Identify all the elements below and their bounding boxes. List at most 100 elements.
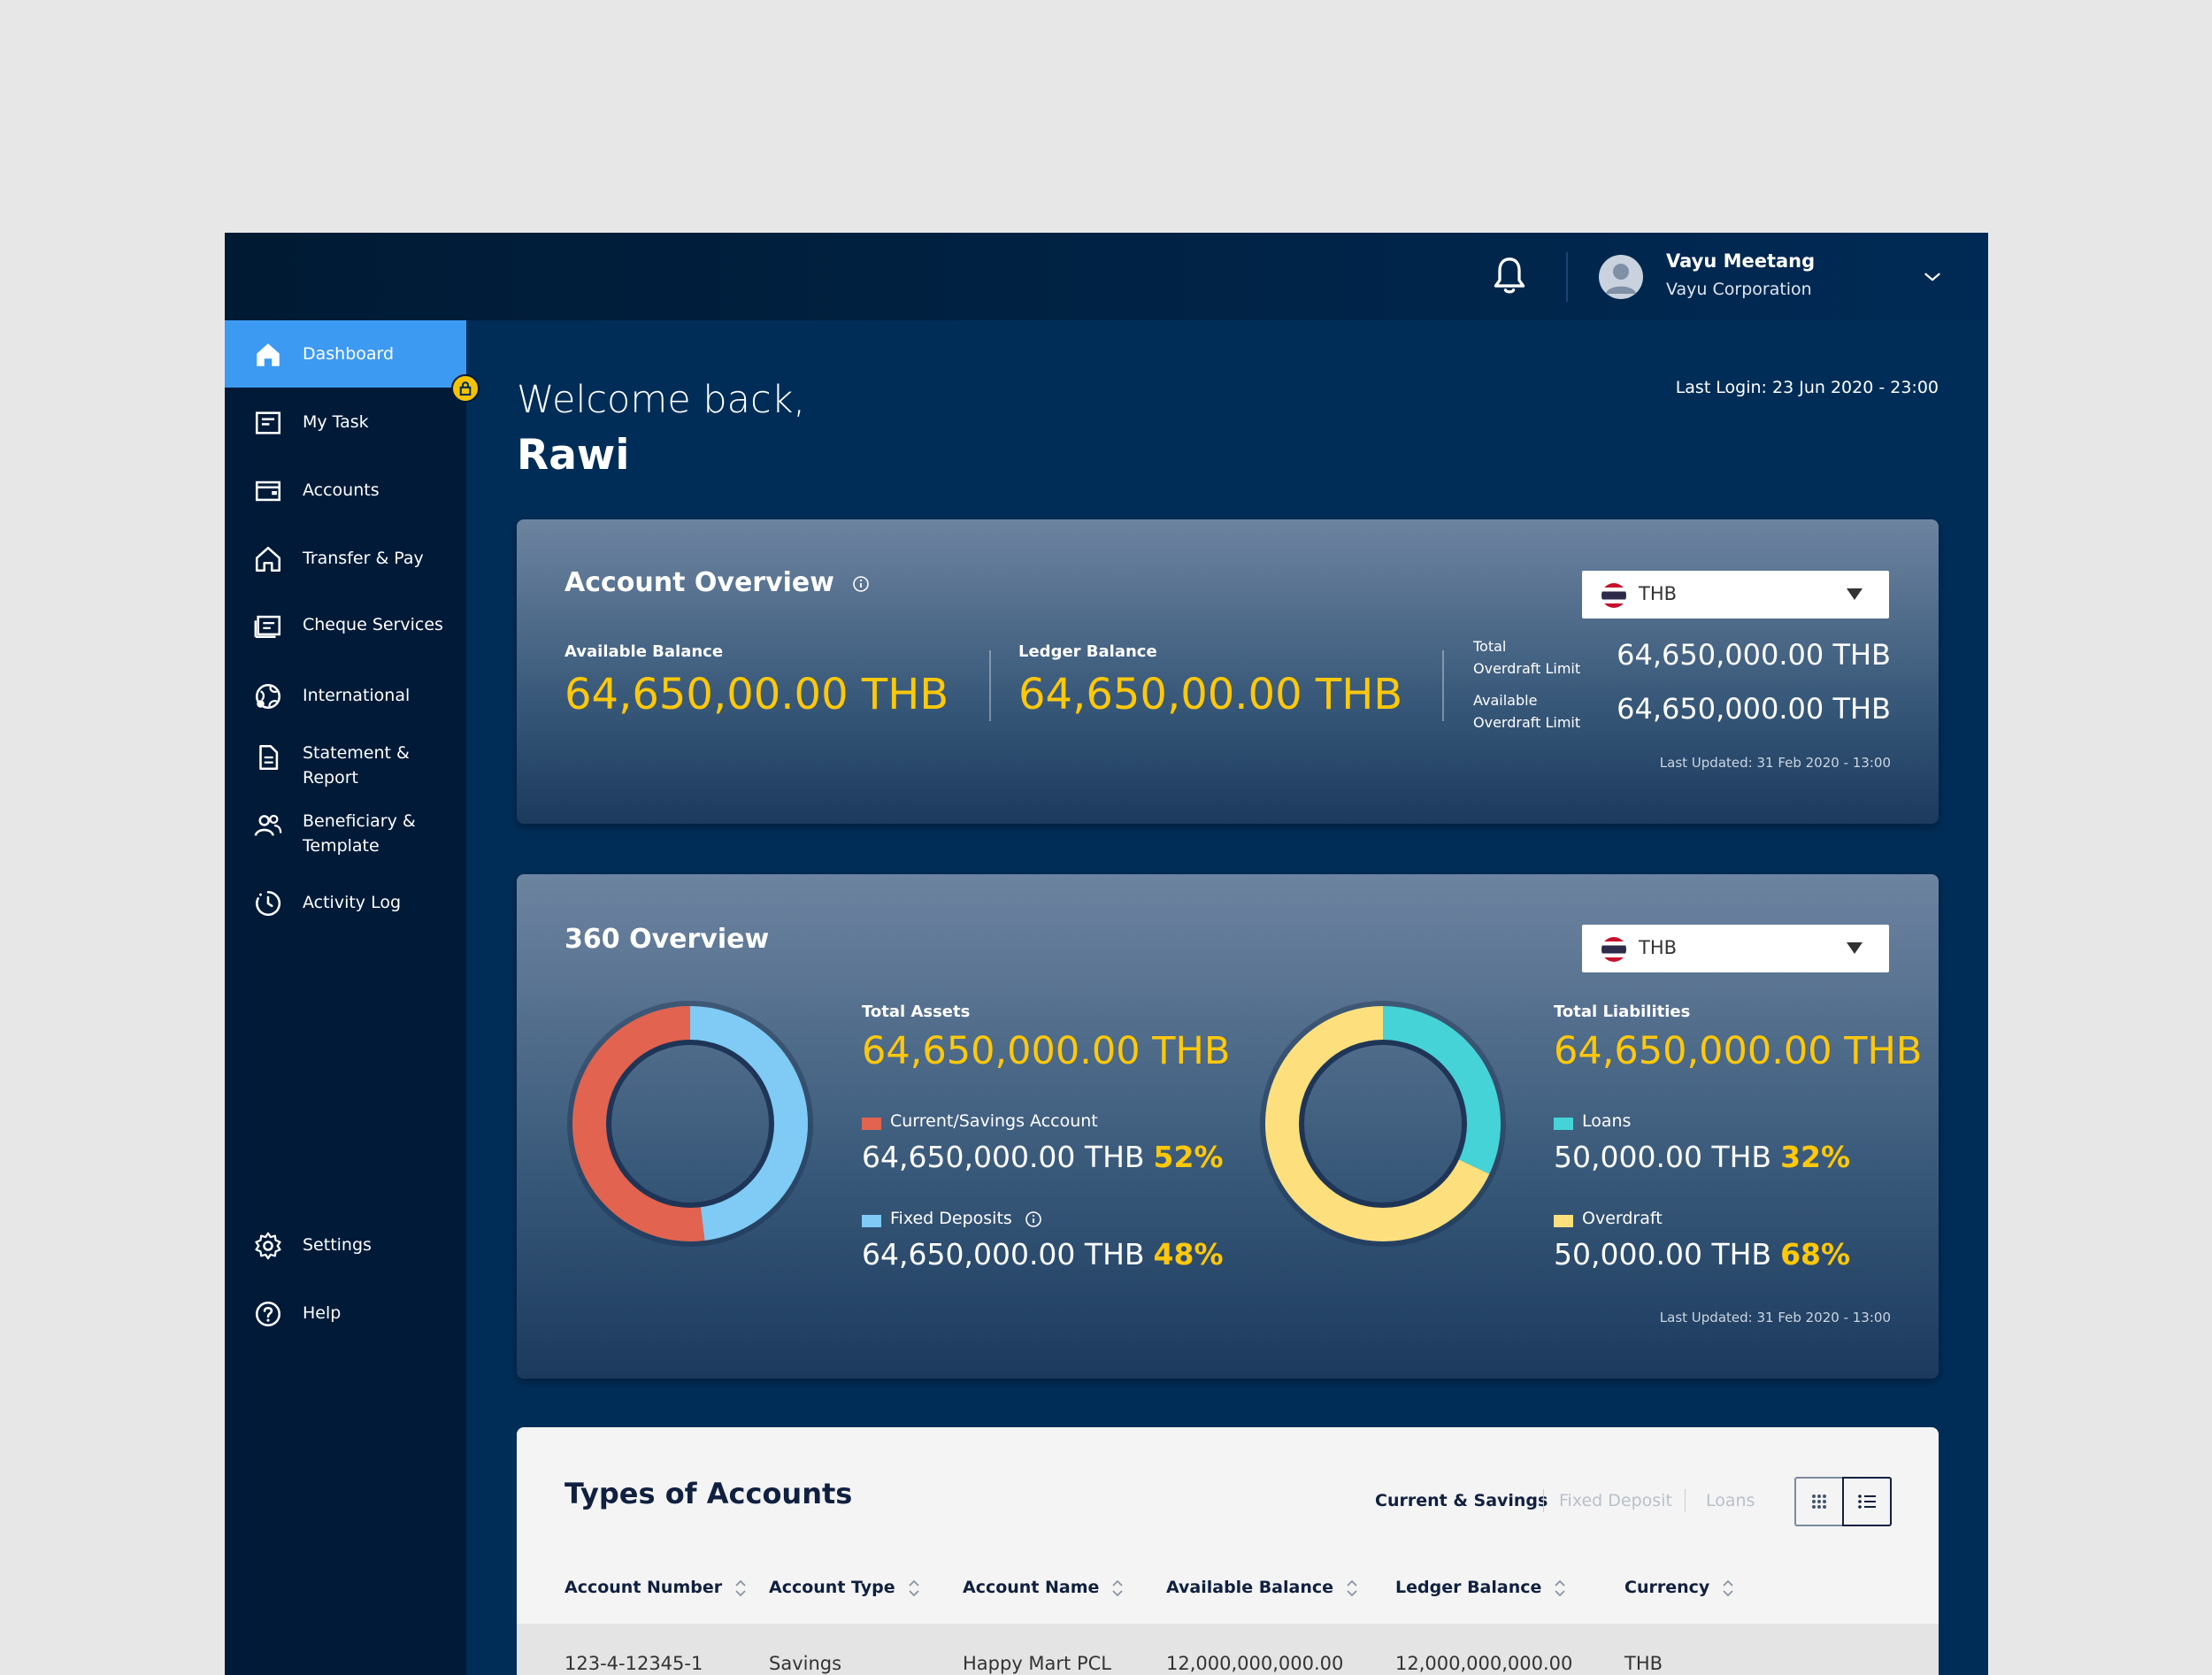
column-header-account-type[interactable]: Account Type xyxy=(769,1578,920,1598)
filter-loans[interactable]: Loans xyxy=(1706,1491,1755,1510)
currency-select[interactable]: THB xyxy=(1582,571,1889,619)
ledger-balance-label: Ledger Balance xyxy=(1018,642,1157,661)
table-row[interactable]: 123-4-12345-1 Savings Happy Mart PCL 12,… xyxy=(517,1624,1939,1675)
cell-ledger-balance: 12,000,000,000.00 xyxy=(1395,1653,1573,1674)
donut-segment-overdraft xyxy=(1265,1006,1501,1241)
sidebar-item-label: Beneficiary & xyxy=(303,811,416,831)
currency-select-value: THB xyxy=(1639,937,1678,958)
loans-percent: 32% xyxy=(1780,1140,1851,1174)
fixed-deposits-value: 64,650,000.00 THB xyxy=(862,1237,1145,1272)
help-icon xyxy=(255,1301,281,1327)
cell-account-name: Happy Mart PCL xyxy=(963,1653,1111,1674)
currency-select-value: THB xyxy=(1639,583,1678,604)
sidebar-item-transfer-pay[interactable]: Transfer & Pay xyxy=(225,525,466,592)
sidebar-item-dashboard[interactable]: Dashboard xyxy=(225,320,466,388)
legend-fixed-deposits-text: Fixed Deposits xyxy=(890,1209,1012,1228)
document-icon xyxy=(259,744,279,771)
filter-fixed-deposit[interactable]: Fixed Deposit xyxy=(1559,1491,1672,1510)
sidebar-item-label: Accounts xyxy=(303,480,380,500)
column-header-label: Ledger Balance xyxy=(1395,1578,1542,1597)
balance-divider xyxy=(989,650,991,721)
user-icon xyxy=(1606,264,1636,294)
sidebar-item-my-task[interactable]: My Task xyxy=(225,388,466,456)
sidebar-item-label: Dashboard xyxy=(303,344,395,364)
thai-flag-icon xyxy=(1601,583,1626,608)
column-header-available-balance[interactable]: Available Balance xyxy=(1166,1578,1358,1598)
lock-icon[interactable] xyxy=(451,374,480,403)
globe-icon xyxy=(255,683,281,710)
sidebar-item-accounts[interactable]: Accounts xyxy=(225,457,466,524)
top-bar: Vayu Meetang Vayu Corporation xyxy=(225,233,1988,320)
sidebar-item-label: Activity Log xyxy=(303,893,402,912)
cell-available-balance: 12,000,000,000.00 xyxy=(1166,1653,1344,1674)
sidebar-item-label-line2: Template xyxy=(303,836,380,856)
sidebar-item-label-line2: Report xyxy=(303,768,358,788)
wallet-icon xyxy=(255,480,281,502)
available-balance-label: Available Balance xyxy=(565,642,724,661)
liabilities-donut-chart xyxy=(1260,1001,1506,1247)
notification-bell-icon[interactable] xyxy=(1490,256,1529,298)
gear-icon xyxy=(255,1232,281,1260)
filter-current-savings[interactable]: Current & Savings xyxy=(1375,1491,1548,1510)
home-icon xyxy=(257,343,280,366)
column-header-account-number[interactable]: Account Number xyxy=(565,1578,747,1598)
overview-360-title: 360 Overview xyxy=(565,924,770,955)
current-savings-value: 64,650,000.00 THB xyxy=(862,1140,1145,1174)
column-header-label: Currency xyxy=(1624,1578,1710,1597)
column-header-currency[interactable]: Currency xyxy=(1624,1578,1734,1598)
currency-select[interactable]: THB xyxy=(1582,925,1889,972)
total-liabilities-value: 64,650,000.00 THB xyxy=(1554,1029,1923,1073)
legend-overdraft: Overdraft xyxy=(1582,1209,1663,1228)
cheque-icon xyxy=(254,615,281,639)
info-icon[interactable] xyxy=(852,575,870,593)
clock-icon xyxy=(256,890,281,917)
sort-icon xyxy=(1112,1579,1124,1596)
sidebar-item-beneficiary-template[interactable]: Beneficiary & Template xyxy=(225,798,466,872)
sidebar-item-international[interactable]: International xyxy=(225,662,466,729)
user-company: Vayu Corporation xyxy=(1666,280,1812,299)
sidebar-item-label: Statement & xyxy=(303,743,410,763)
sort-icon xyxy=(1555,1579,1566,1596)
available-overdraft-value: 64,650,000.00 THB xyxy=(1617,692,1891,726)
sidebar-item-cheque-services[interactable]: Cheque Services xyxy=(225,591,466,658)
legend-current-savings: Current/Savings Account xyxy=(890,1111,1098,1131)
filter-divider xyxy=(1543,1489,1544,1512)
sidebar-item-help[interactable]: Help xyxy=(225,1279,466,1347)
sidebar-item-statement-report[interactable]: Statement & Report xyxy=(225,730,466,804)
grid-icon xyxy=(1812,1494,1826,1509)
caret-down-icon xyxy=(1847,588,1863,600)
sidebar-item-label: Cheque Services xyxy=(303,615,443,634)
total-liabilities-label: Total Liabilities xyxy=(1554,1003,1691,1021)
loans-amount: 50,000.00 THB 32% xyxy=(1554,1140,1850,1174)
account-overview-title: Account Overview xyxy=(565,567,870,598)
column-header-ledger-balance[interactable]: Ledger Balance xyxy=(1395,1578,1566,1598)
total-assets-label: Total Assets xyxy=(862,1003,971,1021)
topbar-divider xyxy=(1566,252,1568,302)
last-updated: Last Updated: 31 Feb 2020 - 13:00 xyxy=(1659,755,1891,771)
grid-view-button[interactable] xyxy=(1794,1477,1844,1526)
chevron-down-icon[interactable] xyxy=(1921,265,1944,288)
column-header-label: Account Name xyxy=(963,1578,1100,1597)
balance-divider xyxy=(1442,650,1444,721)
last-login: Last Login: 23 Jun 2020 - 23:00 xyxy=(1675,378,1939,397)
welcome-heading: Welcome back, xyxy=(517,378,806,422)
column-header-account-name[interactable]: Account Name xyxy=(963,1578,1124,1598)
donut-segment-current-savings-account xyxy=(572,1006,808,1241)
avatar[interactable] xyxy=(1599,255,1643,299)
info-icon[interactable] xyxy=(1025,1210,1042,1228)
available-balance-value: 64,650,00.00 THB xyxy=(565,670,949,719)
legend-loans: Loans xyxy=(1582,1111,1632,1131)
fixed-deposits-amount: 64,650,000.00 THB 48% xyxy=(862,1237,1224,1272)
total-overdraft-label-line2: Overdraft Limit xyxy=(1473,660,1581,677)
total-overdraft-label: Total Overdraft Limit xyxy=(1473,635,1580,680)
sidebar-item-settings[interactable]: Settings xyxy=(225,1211,466,1279)
sidebar: Dashboard My Task Accounts Transfer & Pa… xyxy=(225,320,466,1675)
list-icon xyxy=(1858,1494,1876,1509)
sidebar-item-activity-log[interactable]: Activity Log xyxy=(225,869,466,936)
sort-icon xyxy=(1347,1579,1357,1596)
legend-swatch-fixed-deposits xyxy=(862,1215,881,1227)
user-name[interactable]: Vayu Meetang xyxy=(1666,250,1816,272)
overdraft-percent: 68% xyxy=(1780,1237,1851,1272)
list-view-button[interactable] xyxy=(1842,1477,1892,1526)
available-overdraft-label-line1: Available xyxy=(1473,692,1538,709)
